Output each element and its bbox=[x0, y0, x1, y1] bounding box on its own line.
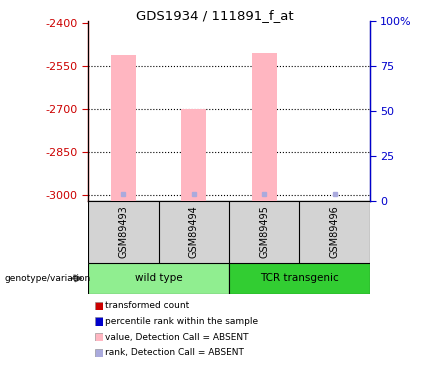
Text: wild type: wild type bbox=[135, 273, 182, 284]
Bar bbox=[229, 262, 370, 294]
Text: genotype/variation: genotype/variation bbox=[4, 274, 91, 283]
Text: value, Detection Call = ABSENT: value, Detection Call = ABSENT bbox=[105, 333, 249, 342]
Text: transformed count: transformed count bbox=[105, 301, 190, 310]
Text: GDS1934 / 111891_f_at: GDS1934 / 111891_f_at bbox=[136, 9, 294, 22]
Text: GSM89494: GSM89494 bbox=[189, 205, 199, 258]
Bar bbox=[111, 55, 136, 201]
Text: TCR transgenic: TCR transgenic bbox=[260, 273, 339, 284]
Text: GSM89495: GSM89495 bbox=[259, 205, 269, 258]
Text: GSM89496: GSM89496 bbox=[329, 205, 340, 258]
Text: rank, Detection Call = ABSENT: rank, Detection Call = ABSENT bbox=[105, 348, 244, 357]
Bar bbox=[181, 109, 206, 201]
Text: GSM89493: GSM89493 bbox=[118, 205, 129, 258]
Bar bbox=[88, 262, 229, 294]
Bar bbox=[252, 54, 276, 201]
Text: percentile rank within the sample: percentile rank within the sample bbox=[105, 317, 258, 326]
